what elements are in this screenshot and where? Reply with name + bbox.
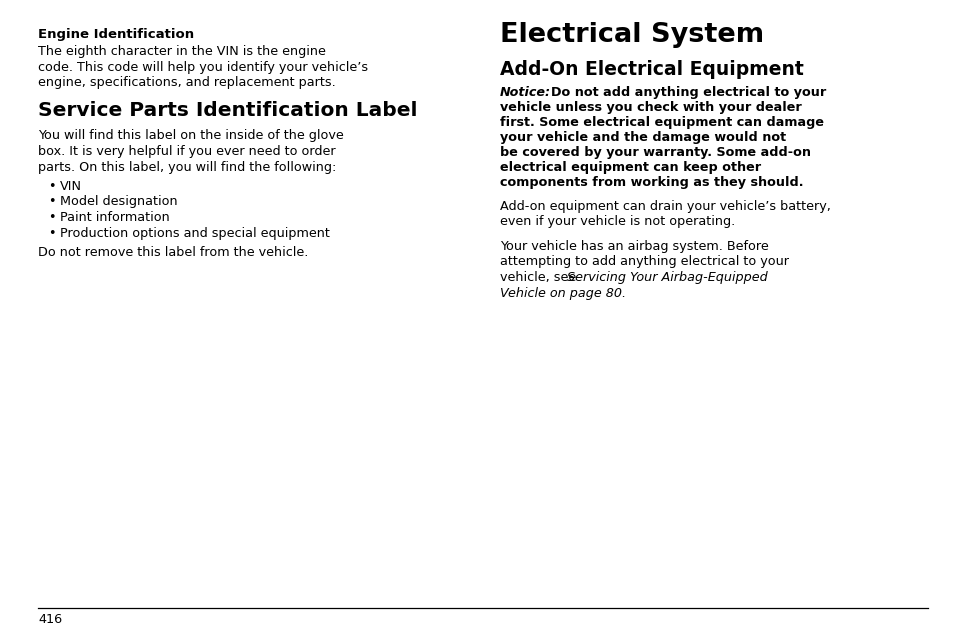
Text: Do not add anything electrical to your: Do not add anything electrical to your: [541, 86, 825, 99]
Text: first. Some electrical equipment can damage: first. Some electrical equipment can dam…: [499, 116, 823, 129]
Text: Electrical System: Electrical System: [499, 22, 763, 48]
Text: 416: 416: [38, 613, 62, 626]
Text: Add-On Electrical Equipment: Add-On Electrical Equipment: [499, 60, 803, 79]
Text: attempting to add anything electrical to your: attempting to add anything electrical to…: [499, 256, 788, 268]
Text: vehicle unless you check with your dealer: vehicle unless you check with your deale…: [499, 101, 801, 114]
Text: box. It is very helpful if you ever need to order: box. It is very helpful if you ever need…: [38, 145, 335, 158]
Text: Paint information: Paint information: [60, 211, 170, 224]
Text: Engine Identification: Engine Identification: [38, 28, 193, 41]
Text: •: •: [48, 180, 55, 193]
Text: Model designation: Model designation: [60, 195, 177, 209]
Text: VIN: VIN: [60, 180, 82, 193]
Text: vehicle, see: vehicle, see: [499, 271, 579, 284]
Text: Production options and special equipment: Production options and special equipment: [60, 226, 330, 240]
Text: components from working as they should.: components from working as they should.: [499, 176, 802, 189]
Text: electrical equipment can keep other: electrical equipment can keep other: [499, 161, 760, 174]
Text: Do not remove this label from the vehicle.: Do not remove this label from the vehicl…: [38, 246, 308, 259]
Text: Add-on equipment can drain your vehicle’s battery,: Add-on equipment can drain your vehicle’…: [499, 200, 830, 213]
Text: Service Parts Identification Label: Service Parts Identification Label: [38, 102, 417, 120]
Text: Your vehicle has an airbag system. Before: Your vehicle has an airbag system. Befor…: [499, 240, 768, 253]
Text: parts. On this label, you will find the following:: parts. On this label, you will find the …: [38, 160, 336, 174]
Text: •: •: [48, 211, 55, 224]
Text: •: •: [48, 226, 55, 240]
Text: be covered by your warranty. Some add-on: be covered by your warranty. Some add-on: [499, 146, 810, 159]
Text: •: •: [48, 195, 55, 209]
Text: You will find this label on the inside of the glove: You will find this label on the inside o…: [38, 130, 343, 142]
Text: your vehicle and the damage would not: your vehicle and the damage would not: [499, 131, 785, 144]
Text: Servicing Your Airbag-Equipped: Servicing Your Airbag-Equipped: [566, 271, 767, 284]
Text: code. This code will help you identify your vehicle’s: code. This code will help you identify y…: [38, 60, 368, 74]
Text: Vehicle on page 80.: Vehicle on page 80.: [499, 286, 625, 300]
Text: The eighth character in the VIN is the engine: The eighth character in the VIN is the e…: [38, 45, 326, 58]
Text: even if your vehicle is not operating.: even if your vehicle is not operating.: [499, 216, 735, 228]
Text: engine, specifications, and replacement parts.: engine, specifications, and replacement …: [38, 76, 335, 89]
Text: Notice:: Notice:: [499, 86, 551, 99]
